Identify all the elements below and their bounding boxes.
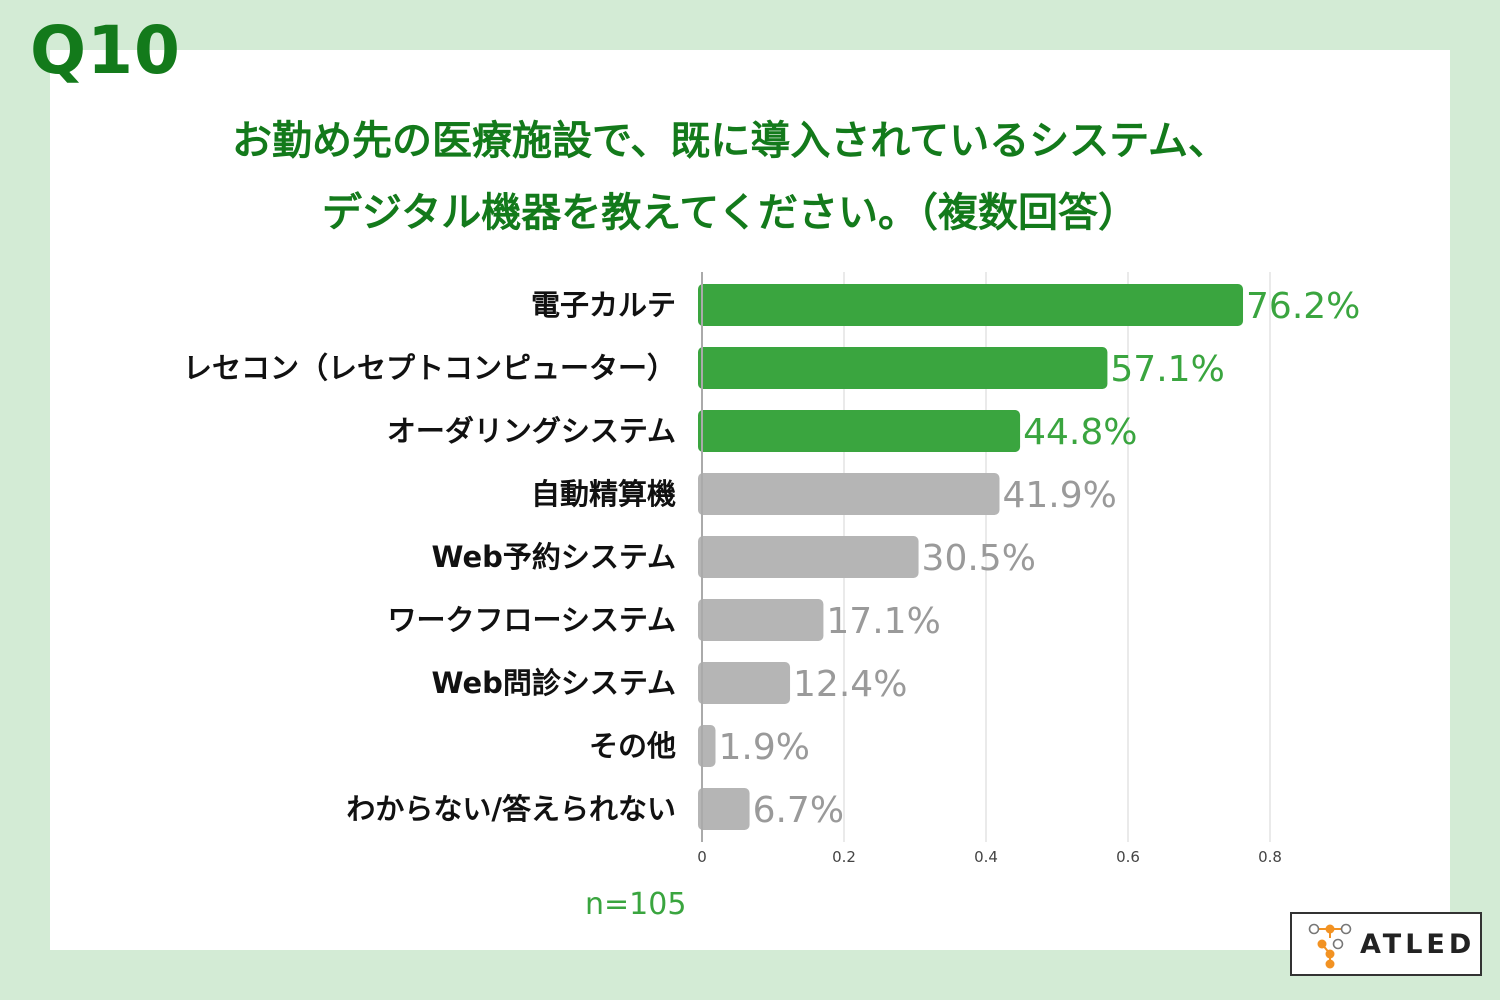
logo-text: ATLED [1360,929,1476,960]
bar [698,725,716,767]
value-label: 30.5% [922,538,1036,579]
atled-logo: ATLED [1290,912,1482,976]
bar [698,599,824,641]
category-label: オーダリングシステム [387,414,676,448]
category-label: Web予約システム [431,540,676,574]
value-label: 12.4% [793,664,907,705]
bar [698,662,791,704]
x-tick-label: 0 [697,848,707,866]
bar [698,347,1108,389]
value-label: 76.2% [1246,286,1360,327]
category-label: レセコン（レセプトコンピューター） [183,351,676,385]
bar [698,284,1244,326]
value-label: 17.1% [826,601,940,642]
chart-title-line-2: デジタル機器を教えてください。（複数回答） [322,190,1138,236]
bar [698,410,1021,452]
bar [698,536,919,578]
category-label: Web問診システム [431,666,676,700]
value-label: 57.1% [1110,349,1224,390]
x-tick-label: 0.8 [1258,848,1282,866]
question-number: Q10 [30,12,181,89]
logo-mark-icon [1308,923,1352,969]
x-tick-label: 0.4 [974,848,998,866]
x-tick-label: 0.6 [1116,848,1140,866]
category-label: わからない/答えられない [346,792,676,826]
chart-title-line-1: お勤め先の医療施設で、既に導入されているシステム、 [232,118,1228,164]
value-label: 1.9% [718,727,809,768]
value-label: 41.9% [1002,475,1116,516]
category-label: ワークフローシステム [387,603,676,637]
value-label: 44.8% [1023,412,1137,453]
x-tick-label: 0.2 [832,848,856,866]
category-label: 自動精算機 [531,477,676,511]
sample-size-label: n=105 [585,887,687,922]
bar [698,788,750,830]
category-label: 電子カルテ [531,288,676,322]
bar [698,473,1000,515]
category-label: その他 [589,729,676,763]
value-label: 6.7% [753,790,844,831]
